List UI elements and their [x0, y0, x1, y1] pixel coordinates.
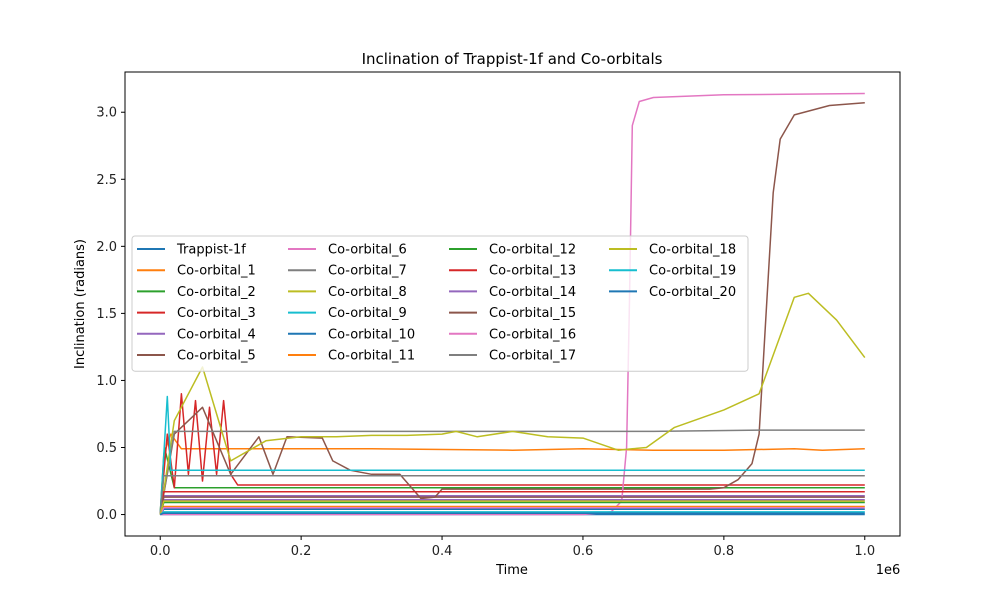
x-tick-label: 0.2	[291, 544, 312, 559]
legend-label: Co-orbital_12	[489, 243, 576, 258]
y-tick-label: 3.0	[96, 106, 117, 121]
legend-label: Co-orbital_16	[489, 327, 576, 342]
legend-label: Co-orbital_6	[328, 243, 407, 258]
legend-label: Co-orbital_9	[328, 306, 407, 321]
legend-label: Co-orbital_5	[177, 349, 256, 364]
series-line-2	[159, 446, 865, 515]
legend-label: Co-orbital_13	[489, 264, 576, 279]
x-tick-label: 0.8	[714, 544, 735, 559]
x-tick-label: 0.0	[150, 544, 171, 559]
legend-label: Co-orbital_20	[649, 285, 736, 300]
legend: Trappist-1f Co-orbital_1 Co-orbital_2 Co-or…	[131, 235, 749, 372]
legend-box	[131, 235, 749, 372]
legend-label: Co-orbital_11	[328, 349, 415, 364]
legend-label: Co-orbital_15	[489, 306, 576, 321]
axes-frame	[124, 71, 901, 537]
series-line-20	[159, 512, 865, 516]
series-line-9	[159, 395, 865, 515]
x-axis: 0.0 0.2 0.4 0.6 0.8 1.0	[150, 536, 875, 559]
series-line-1	[159, 433, 865, 515]
legend-label: Co-orbital_18	[649, 243, 736, 258]
x-tick-label: 0.6	[573, 544, 594, 559]
legend-label: Co-orbital_3	[177, 306, 256, 321]
x-axis-offset-label: 1e6	[876, 563, 901, 578]
x-tick-label: 1.0	[854, 544, 875, 559]
legend-label: Co-orbital_17	[489, 349, 576, 364]
y-axis: 0.0 0.5 1.0 1.5 2.0 2.5 3.0	[96, 106, 125, 523]
chart-title: Inclination of Trappist-1f and Co-orbita…	[362, 50, 663, 68]
legend-label: Co-orbital_7	[328, 264, 407, 279]
series-line-7	[159, 429, 865, 515]
y-tick-label: 0.5	[96, 441, 117, 456]
legend-label: Co-orbital_4	[177, 327, 256, 342]
series-line-8	[159, 292, 866, 515]
y-tick-label: 1.0	[96, 374, 117, 389]
legend-label: Co-orbital_2	[177, 285, 256, 300]
y-tick-label: 2.5	[96, 173, 117, 188]
y-tick-label: 0.0	[96, 508, 117, 523]
series-line-17	[159, 474, 865, 515]
legend-label: Co-orbital_1	[177, 264, 256, 279]
x-axis-label: Time	[495, 563, 528, 578]
legend-label: Co-orbital_8	[328, 285, 407, 300]
y-tick-label: 2.0	[96, 240, 117, 255]
legend-label: Co-orbital_19	[649, 264, 736, 279]
legend-label: Trappist-1f	[176, 243, 246, 258]
series-line-5	[159, 102, 865, 515]
legend-label: Co-orbital_14	[489, 285, 576, 300]
legend-label: Co-orbital_10	[328, 327, 415, 342]
plot-area	[159, 92, 866, 516]
y-tick-label: 1.5	[96, 307, 117, 322]
y-axis-label: Inclination (radians)	[73, 239, 88, 369]
x-tick-label: 0.4	[432, 544, 453, 559]
series-line-18	[159, 500, 865, 515]
